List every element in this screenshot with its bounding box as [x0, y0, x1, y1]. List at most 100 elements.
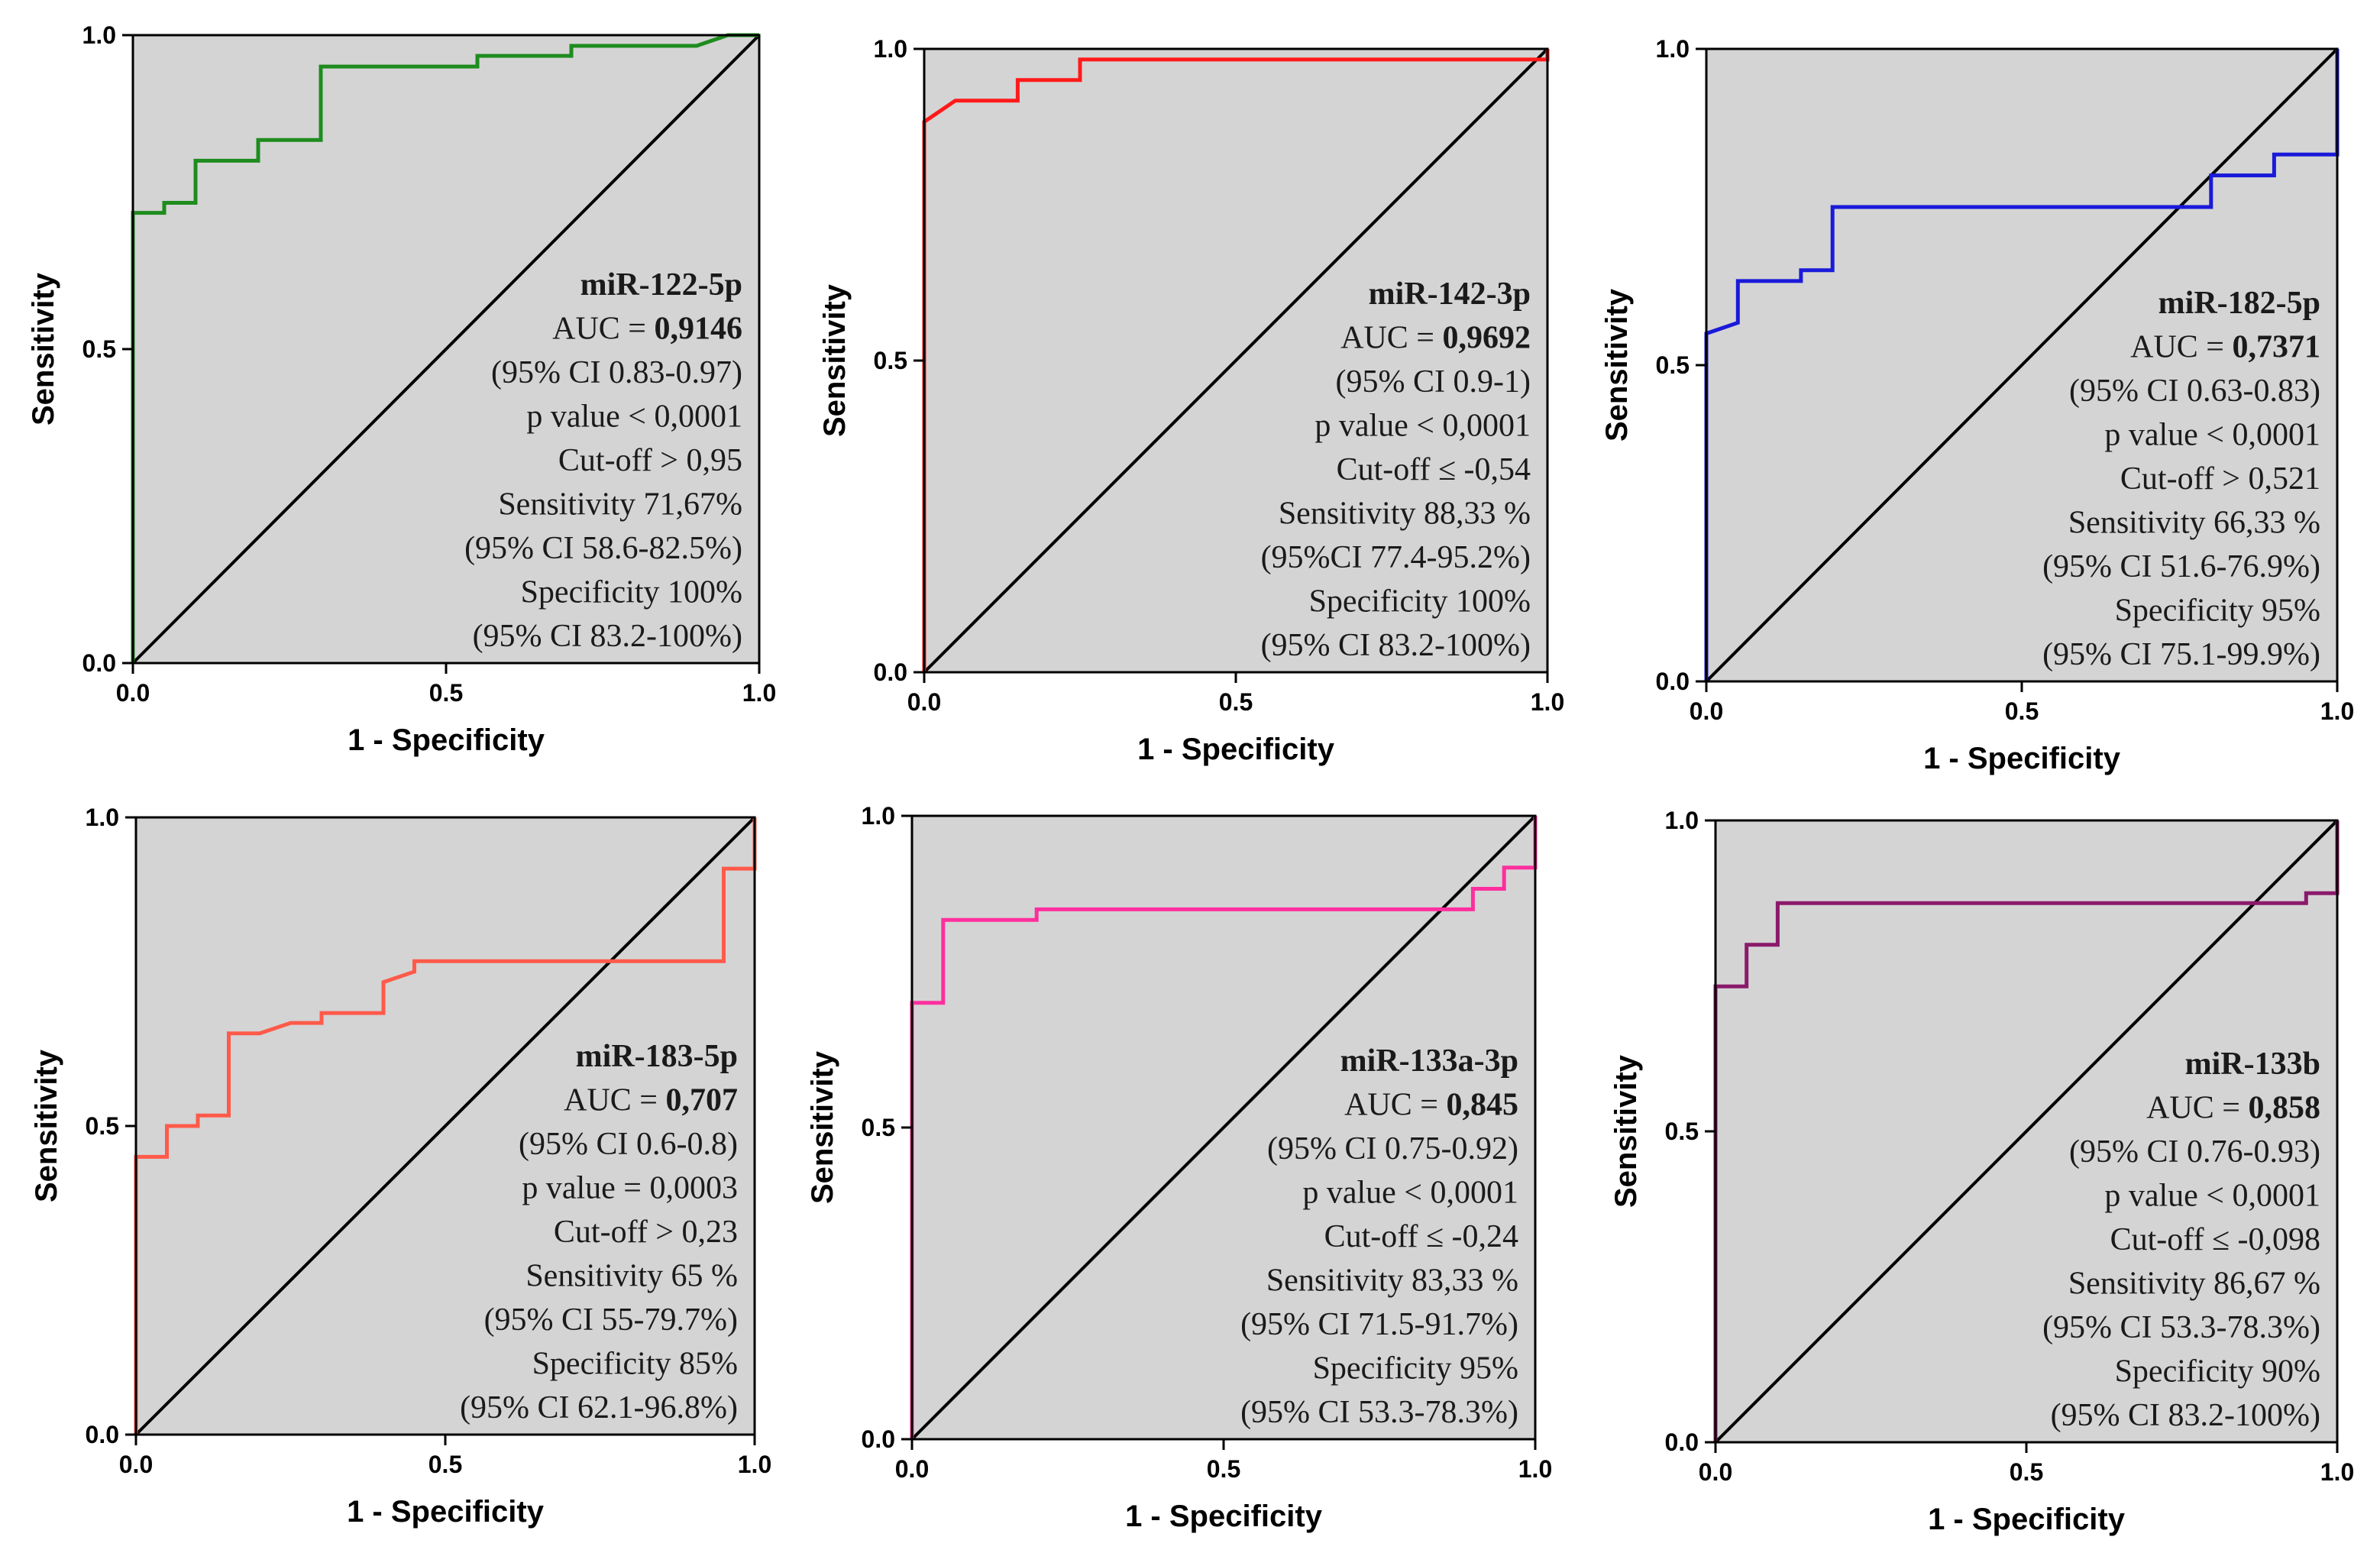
annotation-sensitivity-ci: (95%CI 77.4-95.2%) [1261, 540, 1531, 575]
y-tick-label: 0.0 [862, 1425, 895, 1453]
annotation-mirna-name: miR-133a-3p [1340, 1043, 1518, 1079]
x-tick-label: 0.5 [2005, 697, 2039, 725]
y-tick-label: 0.0 [1665, 1428, 1699, 1456]
y-tick-label: 0.0 [1656, 668, 1690, 695]
annotation-auc-ci: (95% CI 0.83-0.97) [491, 355, 742, 390]
annotation-mirna-name: miR-182-5p [2158, 286, 2320, 321]
annotation-auc: AUC = 0,858 [2146, 1091, 2320, 1126]
x-tick-label: 0.0 [116, 679, 150, 707]
x-tick-label: 0.0 [119, 1451, 153, 1478]
auc-value: 0,858 [2249, 1091, 2321, 1126]
auc-label: AUC = [564, 1083, 665, 1118]
y-axis-title: Sensitivity [27, 272, 60, 425]
reference-diagonal [910, 814, 1537, 1441]
y-tick-label: 1.0 [862, 802, 895, 830]
x-axis-title: 1 - Specificity [1928, 1503, 2126, 1536]
annotation-sensitivity-ci: (95% CI 55-79.7%) [484, 1302, 738, 1338]
reference-diagonal [134, 816, 756, 1436]
roc-panel-1: 0.00.0 0.5 0.5 1.0 1.0 1 - Specificity Sensiti… [27, 21, 776, 757]
x-tick-label: 0.5 [429, 679, 463, 707]
annotation-specificity: Specificity 95% [1313, 1351, 1518, 1386]
annotation-cutoff: Cut-off > 0,23 [554, 1215, 738, 1250]
annotation-specificity: Specificity 100% [1309, 584, 1531, 620]
roc-panel-5: 0.00.0 0.5 0.5 1.0 1.0 1 - Specificity Sensiti… [806, 802, 1552, 1533]
roc-curve [131, 33, 759, 663]
annotation-auc-ci: (95% CI 0.76-0.93) [2069, 1134, 2320, 1170]
x-axis-title: 1 - Specificity [1923, 742, 2121, 775]
annotation-auc: AUC = 0,9146 [552, 312, 742, 347]
y-tick-label: 0.0 [874, 658, 907, 686]
annotation-sensitivity: Sensitivity 88,33 % [1279, 497, 1531, 532]
annotation-specificity: Specificity 85% [532, 1347, 738, 1382]
x-tick-label: 0.5 [2010, 1458, 2043, 1486]
y-axis-title: Sensitivity [1600, 288, 1634, 442]
roc-curve [1704, 49, 2340, 681]
annotation-specificity-ci: (95% CI 53.3-78.3%) [1240, 1395, 1518, 1430]
x-tick-label: 0.5 [1207, 1455, 1240, 1483]
y-tick-label: 0.0 [86, 1421, 119, 1448]
annotation-sensitivity: Sensitivity 71,67% [498, 487, 742, 523]
reference-diagonal [1705, 47, 2339, 683]
x-axis-title: 1 - Specificity [347, 1495, 545, 1529]
annotation-cutoff: Cut-off > 0,95 [558, 443, 742, 478]
auc-label: AUC = [1340, 321, 1442, 356]
roc-panel-4: 0.00.0 0.5 0.5 1.0 1.0 1 - Specificity Sensiti… [30, 804, 771, 1529]
x-tick-label: 0.5 [428, 1451, 462, 1478]
annotation-auc: AUC = 0,7371 [2130, 330, 2320, 365]
reference-diagonal [1714, 819, 2339, 1444]
y-tick-label: 1.0 [82, 21, 116, 49]
auc-value: 0,9692 [1443, 321, 1531, 356]
annotation-auc-ci: (95% CI 0.75-0.92) [1267, 1131, 1518, 1166]
y-axis-title: Sensitivity [30, 1049, 63, 1202]
x-tick-label: 0.5 [1219, 688, 1253, 716]
auc-value: 0,707 [666, 1083, 739, 1118]
y-tick-label: 0.5 [1665, 1118, 1699, 1145]
x-tick-label: 0.0 [1690, 697, 1723, 725]
x-tick-label: 0.0 [895, 1455, 929, 1483]
x-axis-title: 1 - Specificity [1125, 1500, 1323, 1533]
x-tick-label: 0.0 [907, 688, 941, 716]
annotation-cutoff: Cut-off ≤ -0,24 [1324, 1219, 1518, 1254]
annotation-auc-ci: (95% CI 0.6-0.8) [519, 1127, 738, 1162]
auc-value: 0,7371 [2233, 330, 2321, 365]
y-tick-label: 0.5 [862, 1114, 895, 1141]
x-axis-title: 1 - Specificity [348, 723, 545, 757]
roc-curve [1713, 820, 2340, 1442]
auc-label: AUC = [552, 312, 654, 347]
annotation-p-value: p value < 0,0001 [526, 400, 742, 435]
roc-curve [922, 49, 1550, 672]
auc-value: 0,845 [1447, 1088, 1519, 1123]
x-tick-label: 1.0 [742, 679, 776, 707]
annotation-cutoff: Cut-off ≤ -0,098 [2110, 1222, 2320, 1257]
roc-panel-2: 0.00.0 0.5 0.5 1.0 1.0 1 - Specificity Sensiti… [818, 35, 1564, 766]
annotation-specificity-ci: (95% CI 75.1-99.9%) [2042, 637, 2320, 672]
annotation-specificity-ci: (95% CI 83.2-100%) [1261, 628, 1531, 663]
annotation-cutoff: Cut-off ≤ -0,54 [1337, 452, 1531, 487]
annotation-sensitivity-ci: (95% CI 53.3-78.3%) [2042, 1310, 2320, 1345]
x-tick-label: 1.0 [1518, 1455, 1552, 1483]
annotation-p-value: p value < 0,0001 [2104, 418, 2320, 453]
auc-label: AUC = [2130, 330, 2232, 365]
y-tick-label: 1.0 [874, 35, 907, 63]
annotation-specificity: Specificity 100% [521, 575, 742, 610]
auc-label: AUC = [1344, 1088, 1446, 1123]
annotation-sensitivity: Sensitivity 86,67 % [2068, 1267, 2320, 1302]
annotation-mirna-name: miR-183-5p [576, 1039, 738, 1074]
annotation-p-value: p value < 0,0001 [1314, 409, 1531, 444]
x-axis-title: 1 - Specificity [1137, 733, 1335, 766]
reference-diagonal [131, 34, 761, 665]
annotation-sensitivity-ci: (95% CI 51.6-76.9%) [2042, 549, 2320, 584]
y-tick-label: 0.5 [82, 335, 116, 363]
y-tick-label: 0.0 [82, 649, 116, 677]
annotation-sensitivity: Sensitivity 65 % [525, 1259, 738, 1294]
annotation-sensitivity-ci: (95% CI 58.6-82.5%) [464, 531, 742, 566]
x-tick-label: 1.0 [2320, 1458, 2354, 1486]
x-tick-label: 1.0 [738, 1451, 771, 1478]
roc-curve [910, 816, 1538, 1439]
annotation-mirna-name: miR-133b [2185, 1047, 2320, 1082]
y-axis-title: Sensitivity [806, 1050, 839, 1204]
y-tick-label: 0.5 [86, 1112, 119, 1140]
annotation-sensitivity-ci: (95% CI 71.5-91.7%) [1240, 1307, 1518, 1342]
reference-diagonal [923, 47, 1549, 674]
